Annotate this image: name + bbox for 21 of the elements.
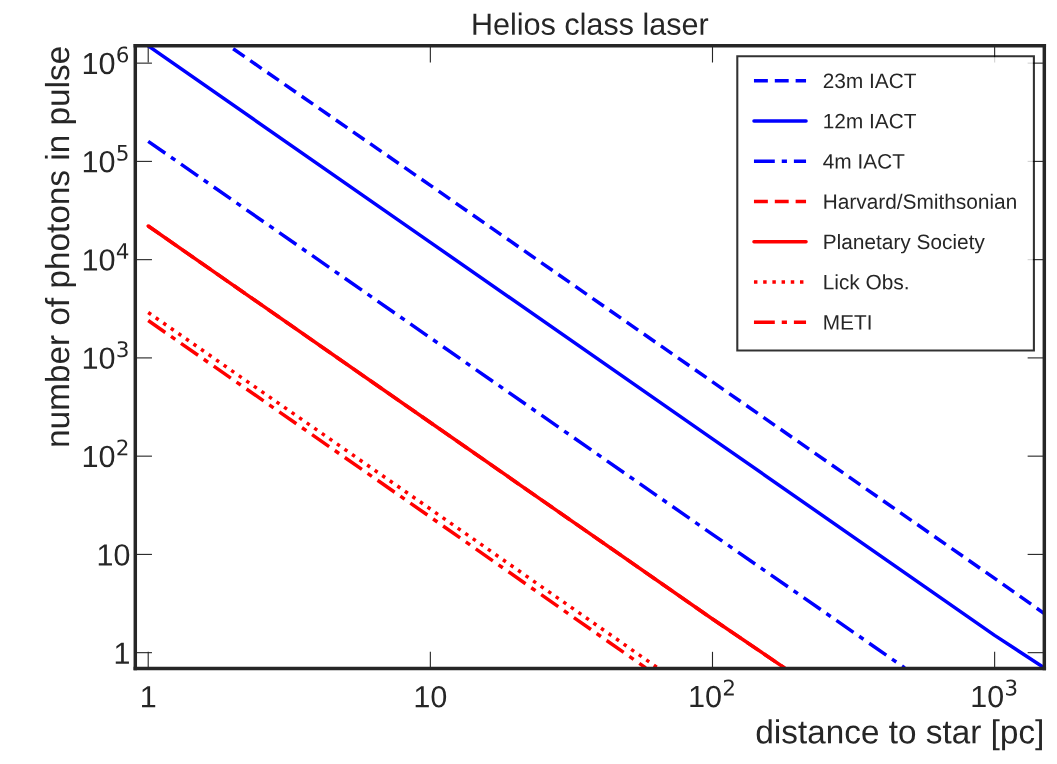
legend-label: 12m IACT [824,113,917,129]
chart-title: Helios class laser [473,12,709,36]
x-axis-title: distance to star [pc] [756,719,1042,751]
x-tick-label: 1 [142,686,156,708]
y-tick-label: 10$^{6}$ [83,46,129,75]
legend-label: Lick Obs. [824,274,908,290]
x-tick-label: 10$^{2}$ [690,679,734,708]
y-axis-title: number of photons in pulse [44,47,76,446]
x-tick-label: 10 [415,685,447,708]
legend-label: 4m IACT [823,153,905,169]
x-tick-label: 10$^{3}$ [972,679,1017,708]
y-tick-label: 10$^{4}$ [83,243,129,271]
legend-label: Harvard/Smithsonian [824,193,1016,209]
y-tick-label: 1 [115,642,129,664]
y-tick-label: 10 [98,544,130,566]
legend-label: 23m IACT [823,73,917,89]
y-tick-label: 10$^{5}$ [83,144,128,173]
legend-label: METI [824,315,871,330]
y-tick-label: 10$^{2}$ [83,439,128,468]
legend-label: Planetary Society [824,233,985,254]
y-tick-label: 10$^{3}$ [83,341,128,370]
